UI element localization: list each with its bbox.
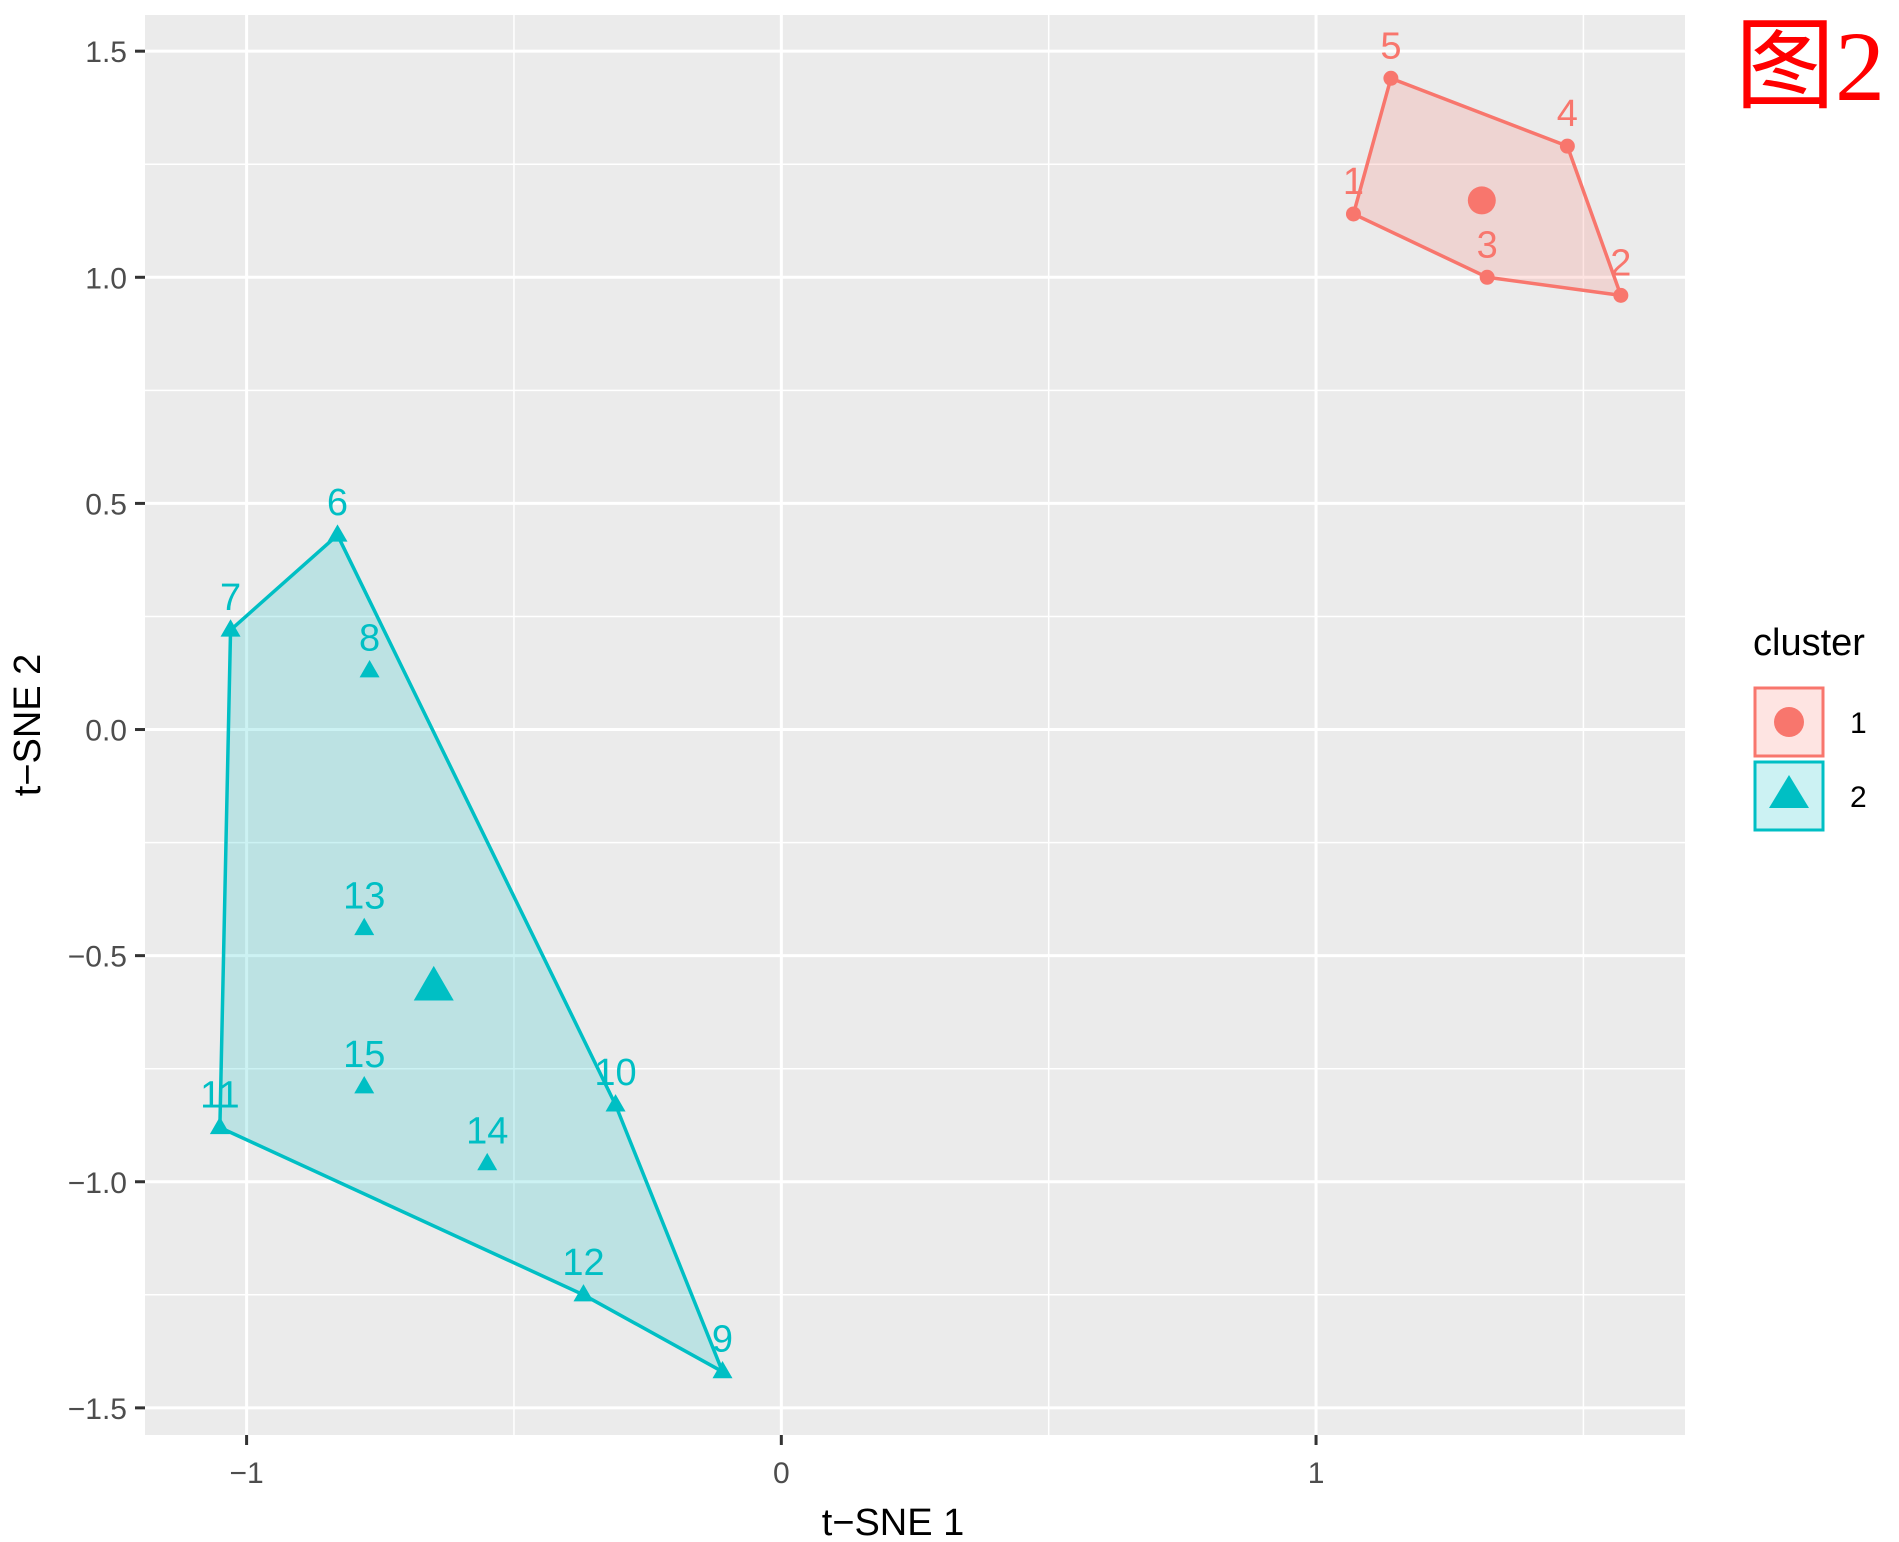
point-4 xyxy=(1559,138,1575,154)
cluster-2-centroid xyxy=(413,965,454,1001)
point-label-5: 5 xyxy=(1380,25,1401,67)
plot-panel xyxy=(145,15,1685,1435)
y-tick-label: 0.5 xyxy=(85,488,127,521)
point-label-3: 3 xyxy=(1477,224,1498,266)
point-label-4: 4 xyxy=(1557,93,1578,135)
data-points xyxy=(209,70,1629,1379)
y-axis: 1.5 1.0 0.5 0.0 −0.5 −1.0 −1.5 xyxy=(68,36,145,1426)
y-tick-label: 1.0 xyxy=(85,262,127,295)
point-6 xyxy=(327,524,348,542)
figure-label: 图2 xyxy=(1735,11,1885,122)
legend-label-2: 2 xyxy=(1850,781,1867,814)
y-tick-label: −1.5 xyxy=(68,1393,127,1426)
point-10 xyxy=(605,1094,626,1112)
x-tick-label: 1 xyxy=(1308,1457,1325,1490)
point-label-1: 1 xyxy=(1343,161,1364,203)
point-label-9: 9 xyxy=(712,1319,733,1361)
legend-entry-1: 1 xyxy=(1753,686,1867,758)
point-label-7: 7 xyxy=(220,577,241,619)
x-axis-title: t−SNE 1 xyxy=(822,1502,965,1542)
point-label-12: 12 xyxy=(562,1242,604,1284)
point-label-11: 11 xyxy=(200,1074,239,1116)
point-label-2: 2 xyxy=(1610,242,1631,284)
point-13 xyxy=(354,917,375,936)
point-label-8: 8 xyxy=(359,618,380,660)
x-tick-label: −1 xyxy=(229,1457,263,1490)
cluster-1-hull xyxy=(1351,76,1623,298)
point-9 xyxy=(712,1360,733,1379)
legend-title: cluster xyxy=(1753,622,1865,664)
point-5 xyxy=(1383,70,1399,86)
point-11 xyxy=(209,1116,230,1135)
y-tick-label: 1.5 xyxy=(85,36,127,69)
point-3 xyxy=(1479,269,1495,285)
y-tick-label: 0.0 xyxy=(85,715,127,748)
legend-entry-2: 2 xyxy=(1753,760,1867,832)
legend-circle-marker xyxy=(1774,707,1804,737)
x-tick-label: 0 xyxy=(773,1457,790,1490)
point-1 xyxy=(1345,206,1361,222)
legend: cluster 1 2 xyxy=(1753,622,1867,832)
cluster-centroids xyxy=(413,186,1496,1001)
minor-gridlines xyxy=(145,15,1685,1435)
point-2 xyxy=(1613,287,1629,303)
point-label-13: 13 xyxy=(343,876,385,918)
y-axis-title: t−SNE 2 xyxy=(7,654,49,797)
legend-triangle-marker xyxy=(1769,775,1809,808)
major-gridlines xyxy=(145,15,1685,1435)
point-label-14: 14 xyxy=(466,1111,508,1153)
cluster-1-centroid xyxy=(1467,186,1496,215)
point-7 xyxy=(220,619,241,637)
point-15 xyxy=(354,1076,375,1094)
legend-label-1: 1 xyxy=(1850,707,1867,740)
point-14 xyxy=(477,1152,498,1171)
x-axis: −1 0 1 xyxy=(229,1435,1324,1490)
point-label-6: 6 xyxy=(327,482,348,524)
y-tick-label: −0.5 xyxy=(68,941,127,974)
point-label-10: 10 xyxy=(594,1052,636,1094)
point-label-15: 15 xyxy=(343,1034,385,1076)
y-tick-label: −1.0 xyxy=(68,1167,127,1200)
point-12 xyxy=(573,1284,594,1302)
point-8 xyxy=(359,659,380,678)
